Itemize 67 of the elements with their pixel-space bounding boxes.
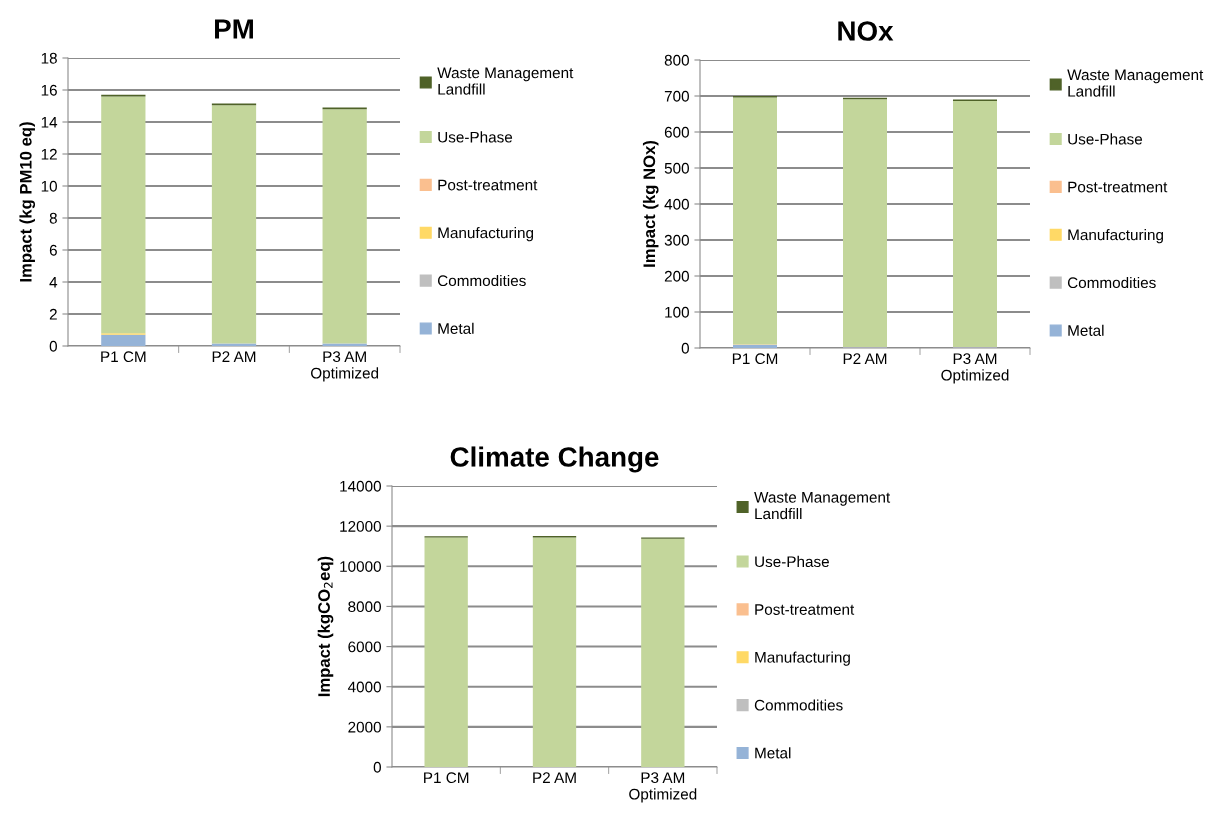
- y-tick-label: 10000: [340, 561, 381, 572]
- bar: [953, 101, 997, 347]
- legend-label: Use-Phase: [755, 555, 829, 568]
- bar: [322, 109, 367, 344]
- y-axis-title: Impact (kg NOx): [642, 140, 659, 267]
- y-axis-title: Impact (kg PM10 eq): [19, 122, 36, 282]
- legend-label: Manufacturing: [438, 227, 534, 242]
- x-tick-label: P1 CM: [424, 772, 469, 784]
- y-tick-label: 300: [664, 234, 689, 246]
- bar: [211, 105, 257, 344]
- y-tick-label: 6: [49, 244, 57, 256]
- legend-label: Commodities: [754, 699, 843, 711]
- chart-title: PM: [215, 19, 253, 39]
- y-tick-label: 4000: [347, 681, 381, 693]
- x-tick-label: P3 AM Optimized: [629, 772, 697, 803]
- y-tick-label: 400: [664, 198, 689, 210]
- x-tick-label: P3 AM Optimized: [941, 353, 1009, 384]
- legend-label: Manufacturing: [755, 651, 850, 666]
- legend-label: Waste Management Landfill: [1067, 69, 1204, 97]
- legend-label: Commodities: [437, 274, 526, 287]
- x-tick-label: P1 CM: [732, 353, 778, 365]
- chart-title: Climate Change: [450, 446, 659, 473]
- y-tick-label: 6000: [348, 641, 381, 653]
- y-tick-label: 10: [41, 180, 57, 192]
- legend-label: Use-Phase: [1068, 133, 1143, 145]
- legend-label: Metal: [438, 322, 474, 334]
- y-tick-label: 8000: [348, 601, 381, 613]
- y-tick-label: 500: [664, 162, 689, 174]
- legend-label: Waste Management Landfill: [754, 492, 891, 520]
- y-tick-label: 18: [41, 52, 57, 64]
- legend-label: Metal: [755, 747, 791, 759]
- x-tick-label: P1 CM: [101, 351, 146, 363]
- bar: [843, 99, 887, 347]
- y-tick-label: 16: [41, 84, 57, 96]
- y-tick-label: 12000: [340, 521, 381, 532]
- x-tick-label: P2 AM: [533, 772, 576, 783]
- legend-label: Commodities: [1067, 276, 1156, 289]
- y-tick-label: 12: [41, 148, 57, 160]
- y-tick-label: 2: [49, 308, 57, 320]
- y-tick-label: 8: [49, 212, 57, 224]
- y-tick-label: 2000: [348, 721, 381, 733]
- y-axis-title: Impact (kgCO$_{2}$eq): [317, 556, 334, 697]
- y-tick-label: 200: [664, 270, 689, 282]
- chart-title: NOx: [838, 21, 894, 41]
- legend-label: Use-Phase: [438, 131, 513, 143]
- legend-label: Post-treatment: [1068, 181, 1168, 193]
- y-tick-label: 600: [664, 126, 689, 138]
- legend-label: Waste Management Landfill: [437, 67, 574, 95]
- x-tick-label: P3 AM Optimized: [311, 351, 379, 382]
- bar: [733, 97, 777, 345]
- y-tick-label: 14000: [340, 480, 381, 492]
- y-tick-label: 0: [681, 342, 689, 354]
- legend-label: Manufacturing: [1068, 229, 1163, 244]
- legend-label: Post-treatment: [438, 179, 538, 191]
- y-tick-label: 100: [665, 306, 689, 318]
- y-tick-label: 14: [41, 117, 58, 128]
- y-tick-label: 700: [664, 90, 689, 102]
- y-tick-label: 800: [664, 54, 689, 66]
- legend-label: Metal: [1068, 324, 1104, 336]
- bar: [101, 334, 146, 346]
- x-tick-label: P2 AM: [843, 353, 887, 364]
- x-tick-label: P2 AM: [212, 351, 256, 362]
- y-tick-label: 0: [373, 761, 381, 773]
- bar: [101, 96, 146, 334]
- y-tick-label: 0: [49, 340, 57, 352]
- y-tick-label: 4: [49, 277, 58, 288]
- legend-label: Post-treatment: [755, 604, 855, 615]
